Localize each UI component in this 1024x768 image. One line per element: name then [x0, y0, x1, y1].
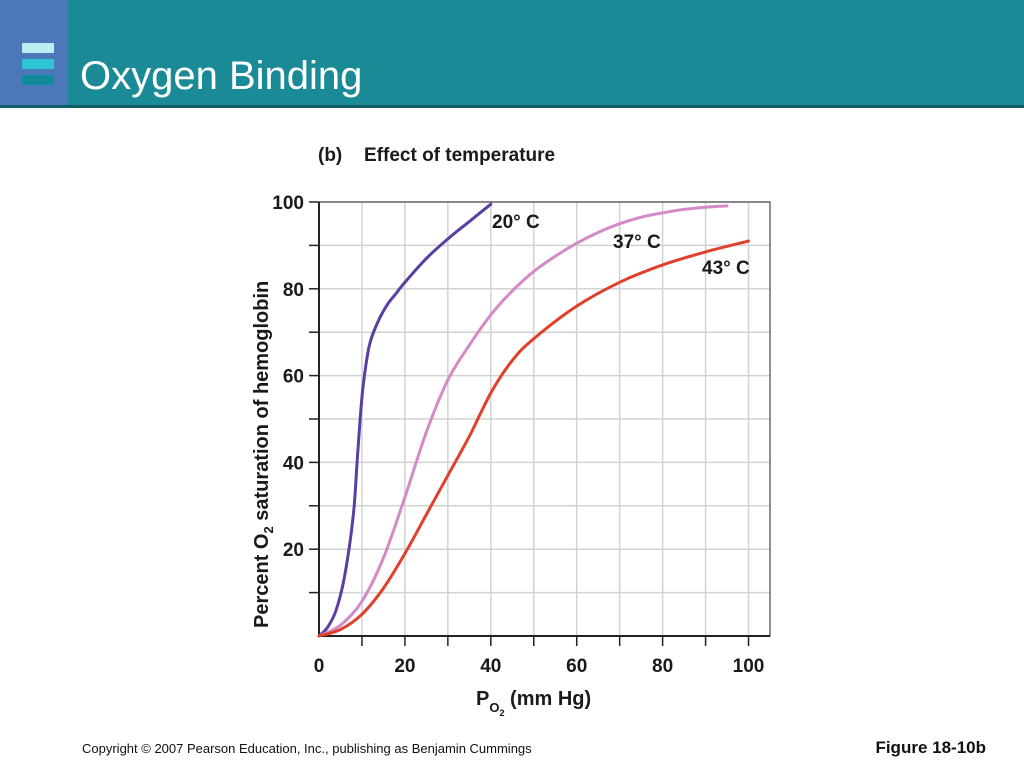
title-bar	[0, 0, 1024, 105]
series-line	[317, 204, 729, 638]
y-tick-label: 100	[272, 193, 304, 214]
x-tick-label: 80	[652, 656, 673, 677]
logo-bar-icon	[22, 59, 54, 69]
slide-logo	[0, 0, 68, 105]
panel-label: (b)	[318, 145, 342, 166]
series-label: 37° C	[613, 232, 661, 253]
logo-bar-icon	[22, 75, 54, 85]
series-label: 43° C	[702, 258, 750, 279]
y-tick-label: 80	[283, 280, 304, 301]
copyright-text: Copyright © 2007 Pearson Education, Inc.…	[82, 741, 532, 756]
logo-bar-icon	[22, 43, 54, 53]
chart-title: Effect of temperature	[364, 145, 555, 166]
series-line	[317, 239, 751, 638]
x-tick-label: 40	[480, 656, 501, 677]
x-tick-label: 20	[394, 656, 415, 677]
x-tick-label: 0	[314, 656, 325, 677]
x-tick-label: 100	[733, 656, 765, 677]
y-axis-label: Percent O2 saturation of hemoglobin	[251, 281, 276, 628]
series-label: 20° C	[492, 212, 540, 233]
x-tick-label: 60	[566, 656, 587, 677]
y-tick-label: 40	[283, 453, 304, 474]
title-bar-divider	[0, 105, 1024, 108]
figure-label: Figure 18-10b	[875, 738, 986, 757]
x-axis-label: PO2 (mm Hg)	[476, 688, 591, 718]
y-tick-label: 60	[283, 367, 304, 388]
series-line	[317, 202, 493, 638]
slide-title: Oxygen Binding	[80, 54, 363, 98]
y-tick-label: 20	[283, 540, 304, 561]
